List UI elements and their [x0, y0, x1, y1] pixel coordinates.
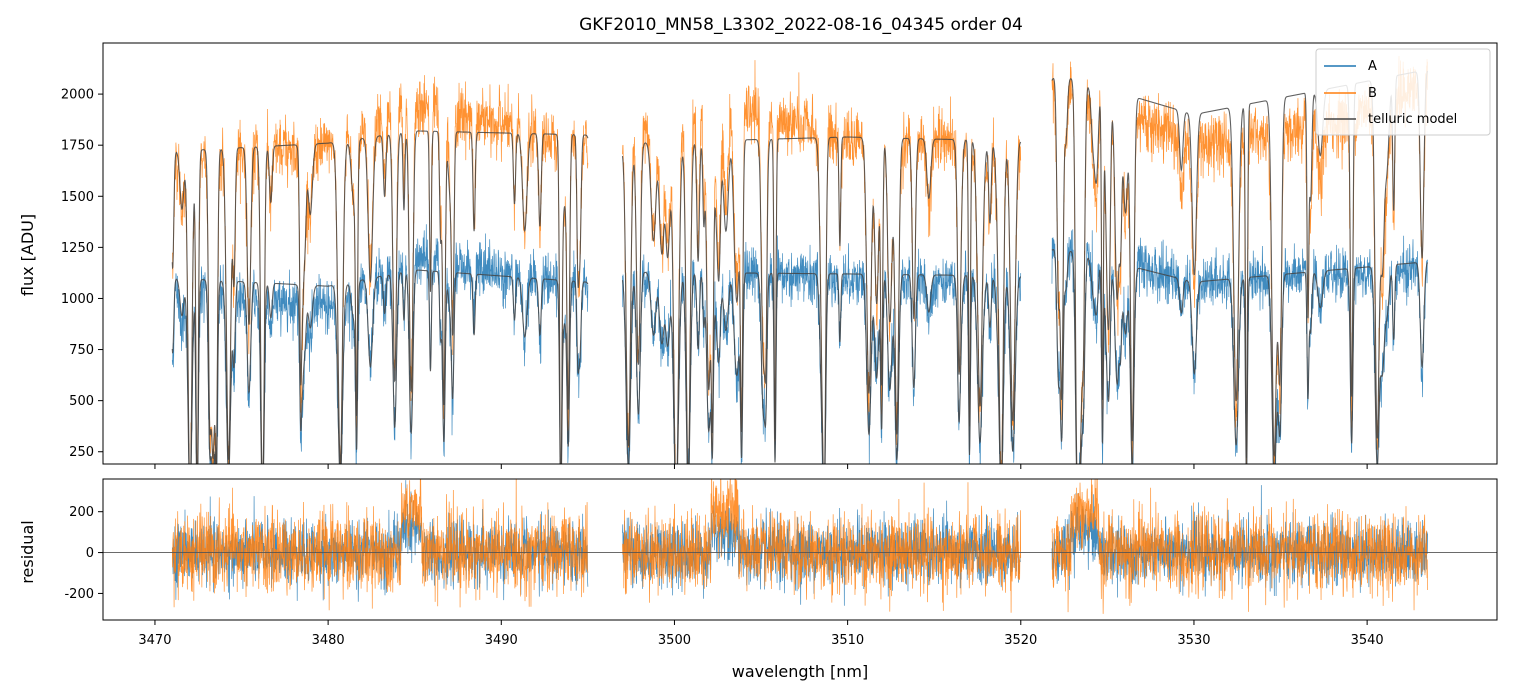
flux-y-ticks: 250 500 750 1000 1250 1500 1750 2000 [61, 88, 103, 460]
flux-y-tick-label: 1500 [61, 190, 94, 205]
legend-label-b: B [1368, 86, 1377, 101]
residual-y-ticks: -200 0 200 [64, 505, 103, 602]
residual-x-tick-label: 3470 [138, 633, 171, 648]
residual-y-tick-label: 0 [86, 546, 94, 561]
residual-x-tick-label: 3530 [1177, 633, 1210, 648]
residual-y-tick-label: 200 [69, 505, 94, 520]
flux-y-tick-label: 1750 [61, 139, 94, 154]
legend-label-a: A [1368, 59, 1377, 74]
legend-label-telluric: telluric model [1368, 112, 1457, 127]
residual-x-tick-label: 3520 [1004, 633, 1037, 648]
residual-x-tick-label: 3540 [1351, 633, 1384, 648]
residual-x-tick-label: 3490 [485, 633, 518, 648]
flux-y-tick-label: 250 [69, 445, 94, 460]
x-axis-label: wavelength [nm] [732, 662, 869, 681]
residual-x-tick-label: 3510 [831, 633, 864, 648]
residual-x-ticks: 3470 3480 3490 3500 3510 3520 3530 3540 [138, 620, 1384, 648]
flux-y-label: flux [ADU] [18, 214, 37, 296]
residual-b-line [171, 479, 1428, 614]
flux-y-tick-label: 500 [69, 394, 94, 409]
legend: A B telluric model [1315, 48, 1491, 136]
residual-panel: -200 0 200 3470 3480 3490 3500 3510 3520 3530 354… [18, 478, 1498, 648]
residual-axes-frame [102, 478, 1498, 621]
flux-y-tick-label: 2000 [61, 88, 94, 103]
flux-axes-frame [102, 42, 1498, 465]
flux-y-tick-label: 1000 [61, 292, 94, 307]
residual-x-tick-label: 3500 [658, 633, 691, 648]
telluric-model-a-line [171, 248, 1429, 464]
flux-x-ticks [154, 464, 1368, 469]
flux-y-tick-label: 750 [69, 343, 94, 358]
flux-panel: 250 500 750 1000 1250 1500 1750 2000 flux [ADU]… [18, 42, 1498, 469]
residual-x-tick-label: 3480 [312, 633, 345, 648]
residual-y-label: residual [18, 520, 37, 583]
series-a-line [171, 224, 1428, 464]
flux-y-tick-label: 1250 [61, 241, 94, 256]
chart-title: GKF2010_MN58_L3302_2022-08-16_04345 orde… [579, 15, 1023, 35]
residual-y-tick-label: -200 [64, 587, 94, 602]
